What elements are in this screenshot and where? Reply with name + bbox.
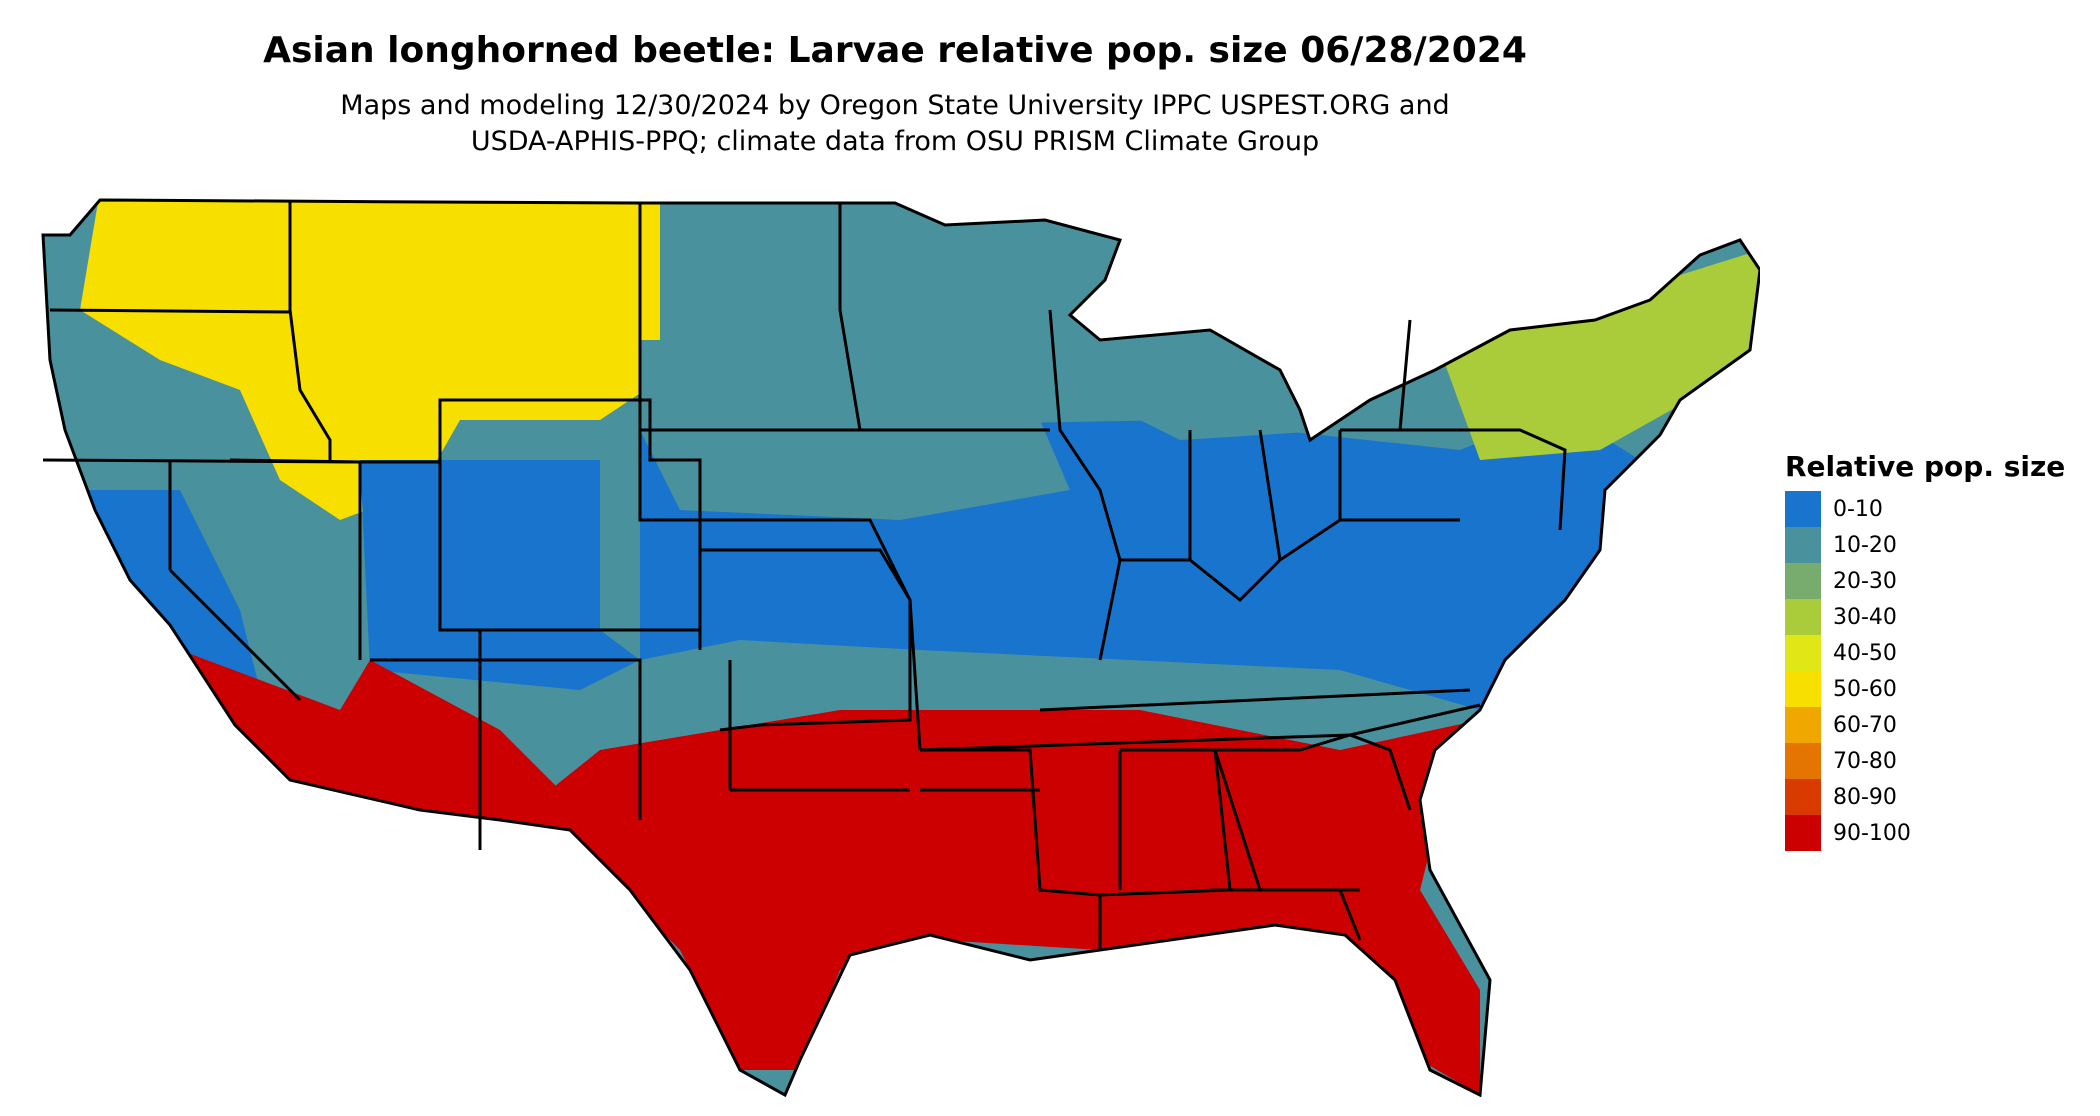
- legend-swatch: [1785, 527, 1821, 563]
- heat-layer: [43, 200, 1760, 1095]
- legend-label: 50-60: [1833, 676, 1897, 702]
- map-subtitle-line-1: Maps and modeling 12/30/2024 by Oregon S…: [340, 90, 1450, 121]
- legend-label: 10-20: [1833, 532, 1897, 558]
- legend-label: 90-100: [1833, 820, 1911, 846]
- legend-swatch: [1785, 563, 1821, 599]
- legend-title: Relative pop. size: [1785, 450, 2066, 483]
- legend-label: 70-80: [1833, 748, 1897, 774]
- legend-item: 50-60: [1785, 671, 2065, 707]
- legend: Relative pop. size 0-10 10-20 20-30 30-4…: [1785, 450, 2065, 851]
- legend-item: 0-10: [1785, 491, 2065, 527]
- heat-region-great-basin: [360, 460, 640, 690]
- map-subtitle-line-2: USDA-APHIS-PPQ; climate data from OSU PR…: [470, 126, 1320, 157]
- legend-item: 70-80: [1785, 743, 2065, 779]
- legend-swatch: [1785, 815, 1821, 851]
- legend-label: 60-70: [1833, 712, 1897, 738]
- legend-item: 90-100: [1785, 815, 2065, 851]
- legend-item: 80-90: [1785, 779, 2065, 815]
- legend-label: 0-10: [1833, 496, 1883, 522]
- legend-label: 20-30: [1833, 568, 1897, 594]
- legend-swatch: [1785, 671, 1821, 707]
- legend-label: 80-90: [1833, 784, 1897, 810]
- legend-swatch: [1785, 635, 1821, 671]
- legend-item: 30-40: [1785, 599, 2065, 635]
- legend-item: 20-30: [1785, 563, 2065, 599]
- legend-label: 40-50: [1833, 640, 1897, 666]
- legend-swatch: [1785, 707, 1821, 743]
- legend-items: 0-10 10-20 20-30 30-40 40-50 50-60 60-70…: [1785, 491, 2065, 851]
- legend-swatch: [1785, 599, 1821, 635]
- legend-label: 30-40: [1833, 604, 1897, 630]
- state-borders: [41, 198, 1760, 1098]
- heat-region-dakotas: [640, 340, 900, 440]
- legend-swatch: [1785, 491, 1821, 527]
- heat-region-upper-midwest: [640, 420, 1070, 520]
- map-title: Asian longhorned beetle: Larvae relative…: [263, 30, 1527, 71]
- legend-swatch: [1785, 779, 1821, 815]
- legend-item: 60-70: [1785, 707, 2065, 743]
- legend-item: 10-20: [1785, 527, 2065, 563]
- heat-region-northern-rockies: [80, 200, 660, 520]
- legend-item: 40-50: [1785, 635, 2065, 671]
- us-population-map: [41, 198, 1760, 1098]
- heat-region-south: [500, 710, 1480, 1095]
- legend-swatch: [1785, 743, 1821, 779]
- heat-region-new-england: [1440, 250, 1760, 460]
